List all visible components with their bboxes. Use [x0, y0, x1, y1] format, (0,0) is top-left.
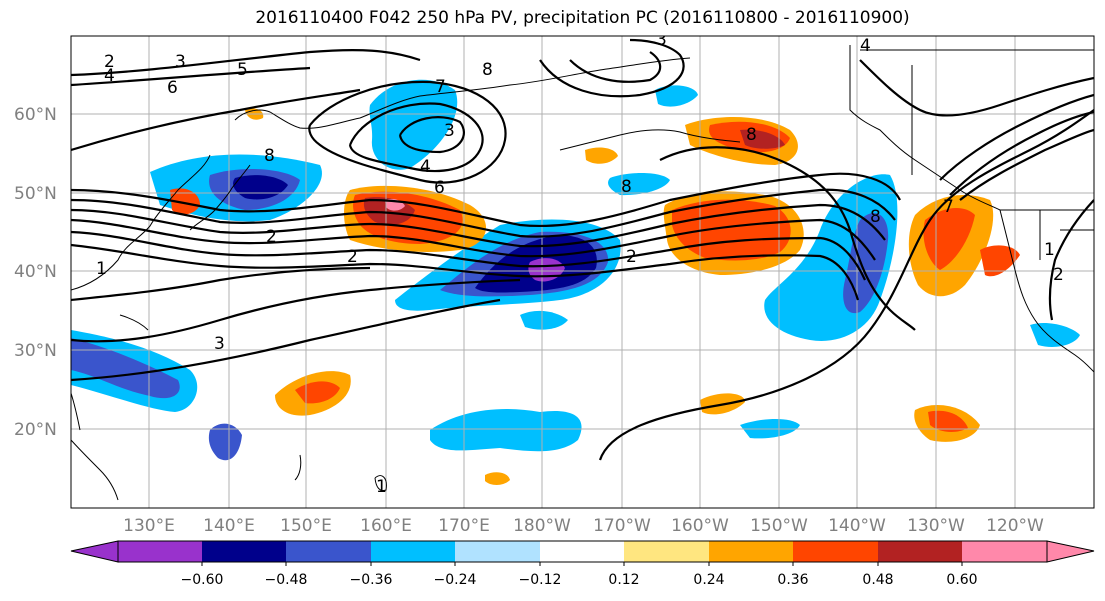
colorbar-tick-label: −0.48 [265, 572, 308, 588]
lon-label-170w: 170°W [593, 516, 651, 536]
contour-label: 6 [167, 78, 178, 98]
lon-label-140w: 140°W [828, 516, 886, 536]
map-content: 2 3 4 5 6 7 8 3 4 6 8 2 2 3 8 8 2 1 4 8 … [71, 30, 1094, 508]
colorbar-bin [962, 541, 1047, 562]
contour-label: 1 [376, 477, 387, 497]
contour-label: 6 [434, 178, 445, 198]
pos-anomaly-mid-subtropics [485, 472, 510, 485]
map-title: 2016110400 F042 250 hPa PV, precipitatio… [255, 8, 910, 28]
neg-anomaly-bering [369, 79, 458, 170]
contour-label: 8 [482, 60, 493, 80]
contour-label: 3 [175, 52, 186, 72]
neg-anomaly-west-pacific-core [71, 338, 180, 399]
neg-anomaly-aleutian-east [655, 85, 698, 107]
colorbar-bin [202, 541, 286, 562]
lat-label-30: 30°N [14, 341, 57, 361]
colorbar-extend-low [70, 540, 119, 563]
colorbar-tick-label: −0.36 [350, 572, 393, 588]
lon-label-130w: 130°W [907, 516, 965, 536]
neg-anomaly-subtropical-east [608, 173, 670, 196]
contour-label: 8 [264, 146, 275, 166]
contour-label: 2 [104, 52, 115, 72]
colorbar-tick-label: −0.60 [181, 572, 224, 588]
pos-anomaly-baja-core [928, 410, 968, 432]
colorbar-bin [624, 541, 709, 562]
contour-label: 3 [214, 334, 225, 354]
lon-label-160w: 160°W [671, 516, 729, 536]
colorbar-bin [371, 541, 455, 562]
colorbar-bin [455, 541, 540, 562]
colorbar-tick-label: 0.36 [777, 572, 808, 588]
lon-label-170e: 170°E [438, 516, 490, 536]
colorbar-tick-label: 0.24 [693, 572, 724, 588]
lon-label-180w: 180°W [513, 516, 571, 536]
colorbar-extend-high [1046, 540, 1095, 563]
map-frame [70, 35, 1095, 509]
lon-label-150e: 150°E [280, 516, 332, 536]
contour-label: 1 [1044, 240, 1055, 260]
contour-label: 1 [96, 259, 107, 279]
colorbar-tick-label: 0.12 [608, 572, 639, 588]
contour-label: 4 [420, 157, 431, 177]
colorbar-tick-label: −0.12 [519, 572, 562, 588]
colorbar-bin [286, 541, 371, 562]
latitude-labels: 20°N 30°N 40°N 50°N 60°N [14, 105, 57, 440]
lat-label-60: 60°N [14, 105, 57, 125]
contour-label: 4 [104, 66, 115, 86]
neg-anomaly-subtropics [430, 409, 582, 452]
coastlines [71, 45, 1094, 501]
contour-label: 8 [621, 177, 632, 197]
colorbar-bin [118, 541, 202, 562]
colorbar-bin [540, 541, 624, 562]
pos-anomaly-siberia [585, 147, 618, 164]
contour-label: 7 [435, 77, 446, 97]
lon-label-140e: 140°E [203, 516, 255, 536]
contour-label: 7 [943, 197, 954, 217]
contour-labels: 2 3 4 5 6 7 8 3 4 6 8 2 2 3 8 8 2 1 4 8 … [96, 30, 1064, 497]
contour-label: 3 [444, 121, 455, 141]
pos-anomaly-sierra [980, 245, 1020, 277]
contour-label: 3 [656, 30, 667, 50]
colorbar-bin [709, 541, 793, 562]
contour-label: 8 [746, 125, 757, 145]
contour-label: 2 [347, 247, 358, 267]
pv-contours [71, 38, 1094, 461]
lat-label-40: 40°N [14, 262, 57, 282]
contour-label: 2 [1053, 265, 1064, 285]
lat-label-50: 50°N [14, 184, 57, 204]
lon-label-130e: 130°E [123, 516, 175, 536]
contour-label: 2 [266, 227, 277, 247]
colorbar-bin [878, 541, 962, 562]
pos-anomaly-east-china [170, 188, 200, 215]
contour-label: 4 [860, 36, 871, 56]
neg-anomaly-south-sea [208, 423, 242, 461]
contour-label: 8 [870, 207, 881, 227]
neg-anomaly-mid-pacific-east [520, 310, 568, 330]
pos-anomaly-alaska-peak [740, 129, 785, 149]
longitude-labels: 130°E 140°E 150°E 160°E 170°E 180°W 170°… [123, 516, 1044, 536]
contour-label: 2 [626, 247, 637, 267]
colorbar-bin [793, 541, 878, 562]
colorbar-tick-label: 0.60 [946, 572, 977, 588]
lon-label-120w: 120°W [986, 516, 1044, 536]
contour-label: 5 [237, 60, 248, 80]
lon-label-150w: 150°W [750, 516, 808, 536]
colorbar-tick-label: 0.48 [862, 572, 893, 588]
lon-label-160e: 160°E [360, 516, 412, 536]
colorbar: −0.60 −0.48 −0.36 −0.24 −0.12 0.12 0.24 … [70, 540, 1095, 588]
lat-label-20: 20°N [14, 420, 57, 440]
colorbar-tick-label: −0.24 [434, 572, 477, 588]
